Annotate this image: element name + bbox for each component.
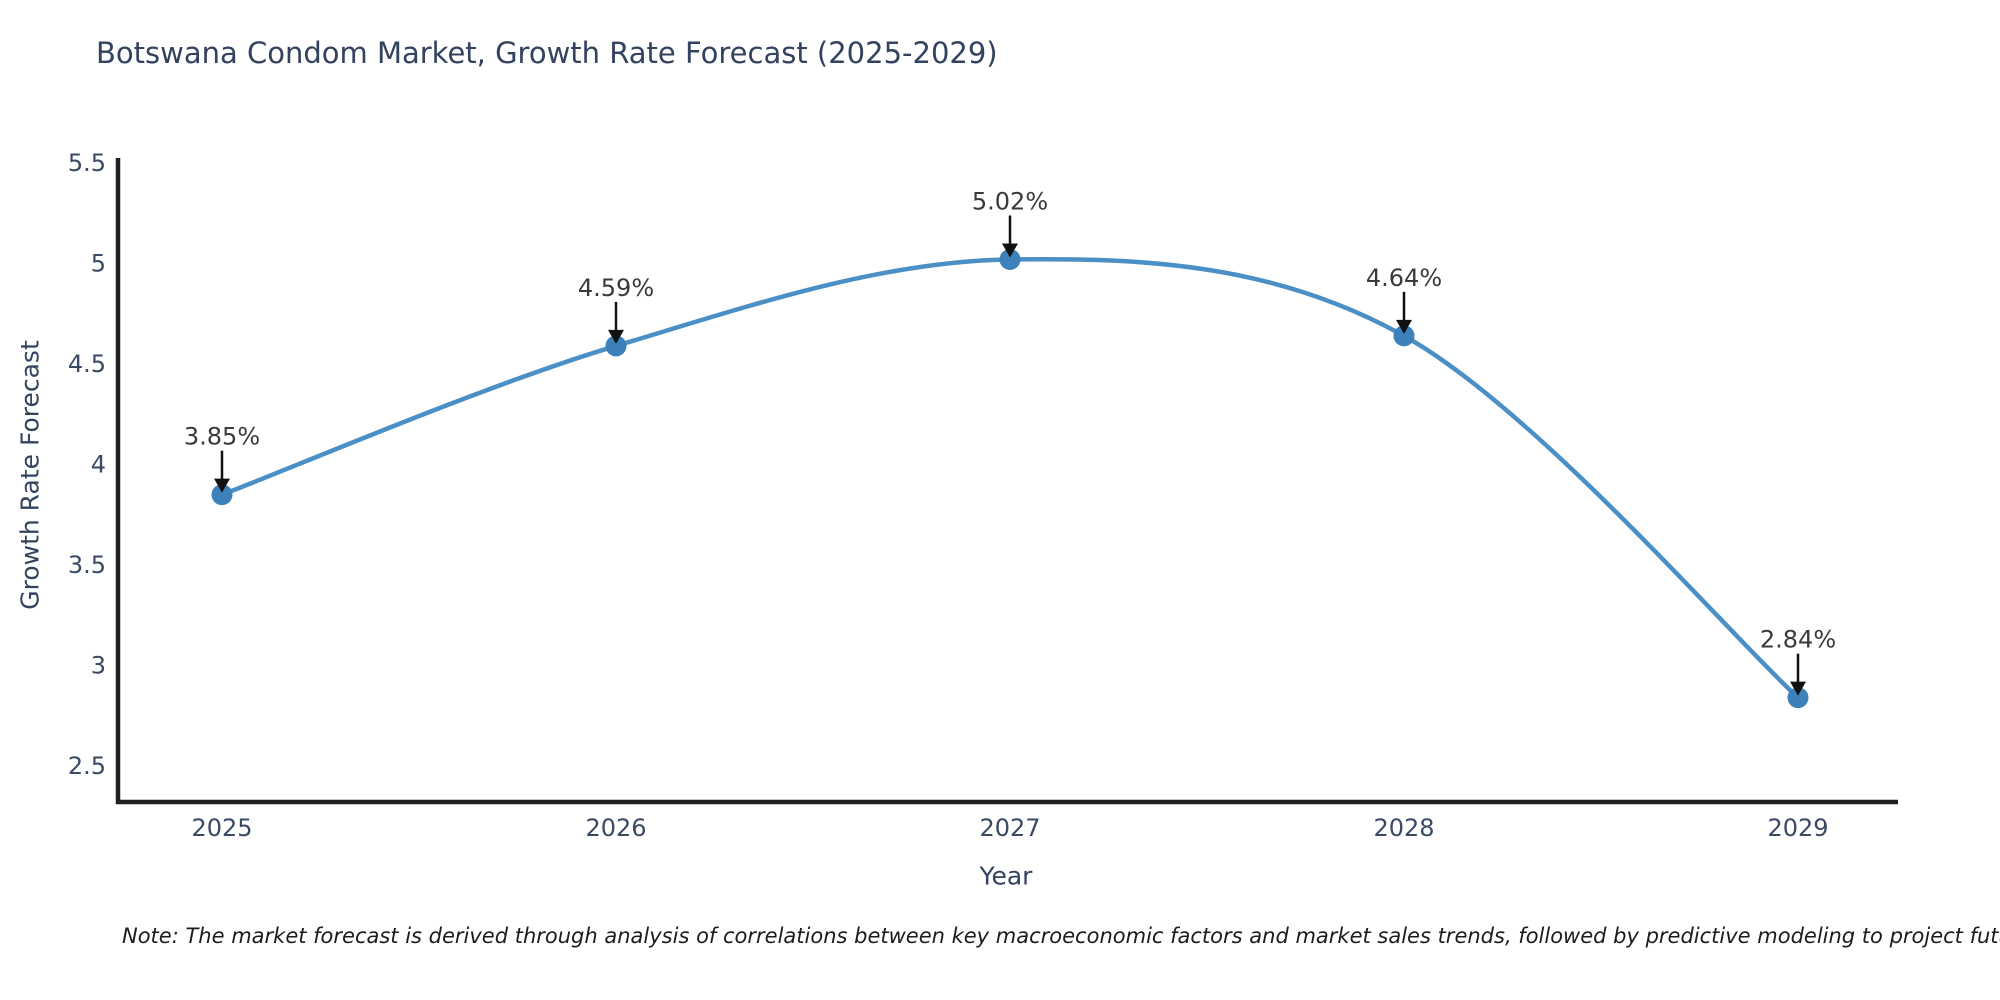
annotation-arrowhead-2029 <box>1790 681 1806 696</box>
data-point-marker-2028 <box>1393 325 1415 347</box>
x-tick-label-2025: 2025 <box>191 814 252 842</box>
chart-title: Botswana Condom Market, Growth Rate Fore… <box>96 36 998 70</box>
annotation-arrowhead-2027 <box>1002 243 1018 258</box>
annotation-arrowhead-2028 <box>1396 319 1412 334</box>
data-point-label-2029: 2.84% <box>1760 626 1836 654</box>
annotation-arrowhead-2026 <box>608 329 624 344</box>
x-tick-label-2026: 2026 <box>585 814 646 842</box>
data-point-label-2028: 4.64% <box>1366 264 1442 292</box>
data-point-marker-2029 <box>1787 687 1809 709</box>
x-tick-label-2029: 2029 <box>1767 814 1828 842</box>
y-tick-label-2.5: 2.5 <box>68 752 106 780</box>
annotation-arrowhead-2025 <box>214 478 230 493</box>
data-point-label-2026: 4.59% <box>578 274 654 302</box>
x-tick-label-2028: 2028 <box>1373 814 1434 842</box>
y-tick-label-4: 4 <box>91 451 106 479</box>
trend-line <box>219 256 1801 700</box>
data-point-marker-2027 <box>999 248 1021 270</box>
y-tick-label-4.5: 4.5 <box>68 350 106 378</box>
y-tick-label-5.5: 5.5 <box>68 149 106 177</box>
y-tick-label-5: 5 <box>91 250 106 278</box>
data-point-marker-2025 <box>211 484 233 506</box>
footnote: Note: The market forecast is derived thr… <box>122 924 2000 948</box>
x-axis-title: Year <box>979 861 1033 891</box>
x-tick-label-2027: 2027 <box>979 814 1040 842</box>
data-point-label-2027: 5.02% <box>972 187 1048 215</box>
y-tick-label-3: 3 <box>91 652 106 680</box>
data-point-marker-2026 <box>605 335 627 357</box>
y-tick-label-3.5: 3.5 <box>68 551 106 579</box>
data-point-label-2025: 3.85% <box>184 423 260 451</box>
